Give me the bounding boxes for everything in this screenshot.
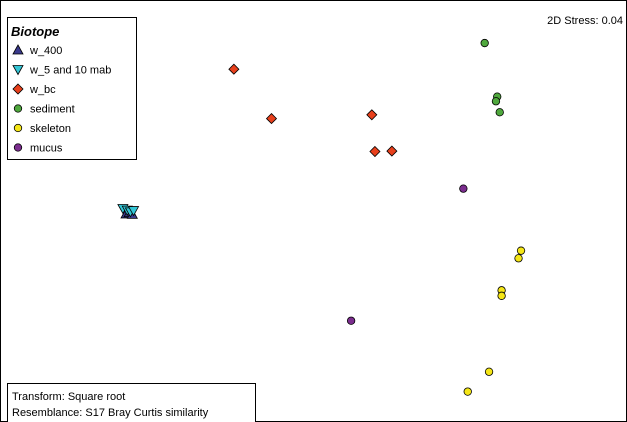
data-point-sediment [495,108,504,117]
points-layer [117,38,526,396]
legend-title: Biotope [11,24,59,39]
transform-label: Transform: Square root [12,391,125,403]
transform-annotation: Transform: Square root Resemblance: S17 … [7,383,256,422]
legend-label: w_400 [29,45,62,57]
data-point-skeleton [497,291,506,300]
legend-marker [13,123,23,133]
data-point-mucus [346,316,356,325]
data-point-sediment [491,97,501,106]
legend-marker [12,44,24,55]
legend-label: skeleton [30,123,71,135]
legend-marker [12,65,24,76]
legend-label: w_5 and 10 mab [29,65,111,77]
legend-box [7,17,137,160]
legend-marker [13,143,23,152]
data-point-w-bc [369,145,381,158]
data-point-mucus [459,184,468,193]
annotation-box [7,383,256,422]
legend-label: sediment [30,104,75,116]
legend: Biotope w_400 w_5 and 10 mab w_bc sediment s… [7,17,137,160]
data-point-w-bc [228,63,240,75]
legend-marker [13,104,23,113]
data-point-w-bc [366,109,378,121]
legend-entries: w_400 w_5 and 10 mab w_bc sediment skeleton m… [12,44,111,155]
legend-marker [12,83,24,95]
data-point-skeleton [463,387,472,396]
data-point-skeleton [516,246,526,255]
legend-label: w_bc [29,84,56,96]
resemblance-label: Resemblance: S17 Bray Curtis similarity [12,407,209,419]
data-point-w-5-and-10-mab [127,206,140,217]
data-point-w-bc [386,145,398,157]
stress-label: 2D Stress: 0.04 [547,15,623,27]
legend-label: mucus [30,143,63,155]
data-point-w-bc [265,113,278,125]
data-point-sediment [480,38,489,48]
data-point-skeleton [484,367,494,376]
data-point-skeleton [514,254,523,263]
